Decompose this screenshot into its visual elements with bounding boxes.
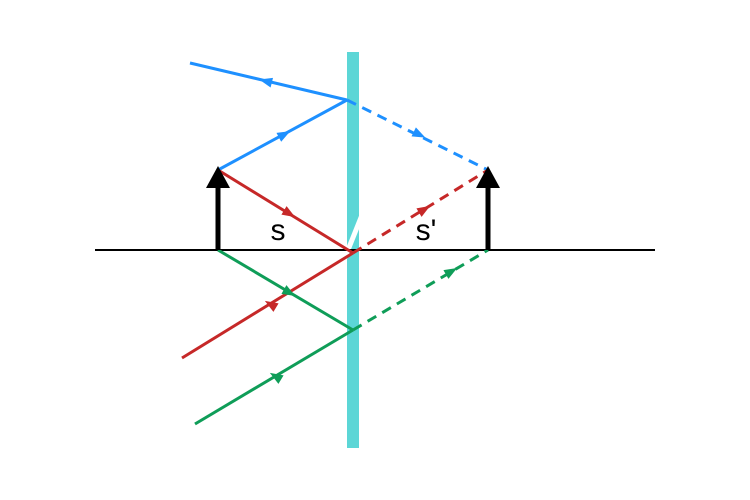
mirror-ray-diagram: s s' <box>0 0 750 500</box>
label-s: s <box>271 214 286 247</box>
label-s-prime: s' <box>416 214 437 247</box>
